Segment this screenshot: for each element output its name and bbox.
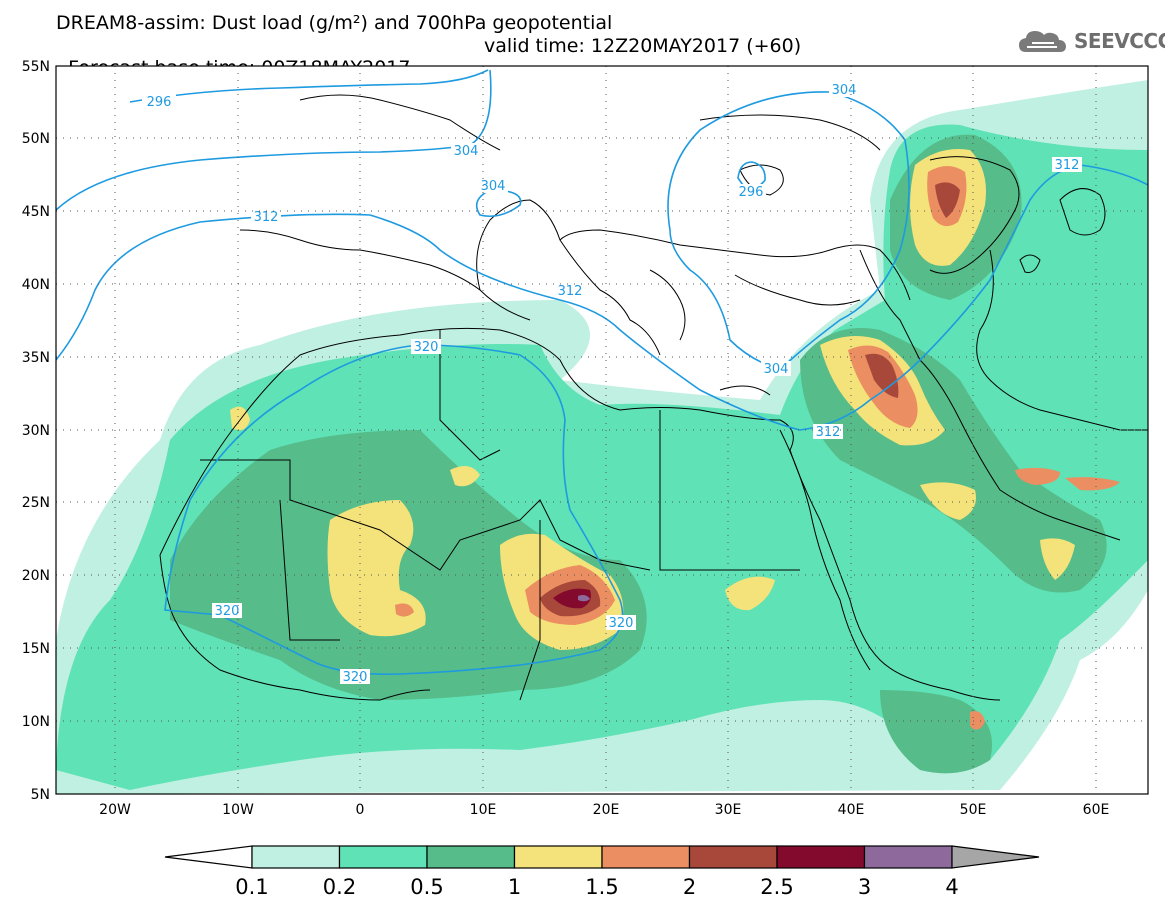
graticule [56, 66, 1148, 794]
latitude-labels: 55N 50N 45N 40N 35N 30N 25N 20N 15N 10N … [22, 59, 50, 803]
lat-label: 40N [22, 277, 50, 293]
lat-label: 50N [22, 131, 50, 147]
contour-label: 312 [254, 210, 279, 225]
legend-label: 0.2 [323, 875, 356, 899]
lon-label: 30E [715, 802, 742, 818]
legend-label: 0.5 [410, 875, 443, 899]
lon-label: 40E [838, 802, 865, 818]
legend-swatch [513, 845, 603, 869]
legend-right-arrow [951, 845, 1040, 869]
seevccc-logo: SEEVCCC [1018, 26, 1165, 56]
contour-label: 320 [215, 604, 240, 619]
contour-label: 304 [832, 83, 857, 98]
legend-swatch [251, 845, 341, 869]
lat-label: 25N [22, 495, 50, 511]
cloud-icon [1019, 31, 1066, 52]
lon-label: 0 [356, 802, 365, 818]
legend-swatch [426, 845, 516, 869]
map-field: 296 304 304 304 296 312 312 312 312 320 … [56, 66, 1148, 794]
lon-label: 20E [593, 802, 620, 818]
lat-label: 35N [22, 350, 50, 366]
legend-label: 2.5 [760, 875, 793, 899]
legend-swatch [863, 845, 953, 869]
lat-label: 5N [31, 787, 50, 803]
legend-swatch [688, 845, 778, 869]
legend-label: 3 [858, 875, 871, 899]
contour-label: 312 [816, 425, 841, 440]
logo-text: SEEVCCC [1074, 29, 1165, 53]
contour-label: 312 [558, 284, 583, 299]
coastlines [159, 94, 1148, 701]
lat-label: 20N [22, 568, 50, 584]
lon-label: 20W [99, 802, 131, 818]
contour-label: 296 [739, 185, 764, 200]
legend-swatch [601, 845, 691, 869]
lon-label: 50E [960, 802, 987, 818]
lon-label: 10W [222, 802, 254, 818]
lon-label: 60E [1083, 802, 1110, 818]
contour-label: 320 [343, 670, 368, 685]
map-title: DREAM8-assim: Dust load (g/m²) and 700hP… [56, 12, 613, 34]
legend-label: 4 [945, 875, 958, 899]
lat-label: 45N [22, 204, 50, 220]
legend-label: 0.1 [235, 875, 268, 899]
contour-label: 320 [414, 340, 439, 355]
lon-label: 10E [470, 802, 497, 818]
legend-swatch [338, 845, 428, 869]
contour-label: 296 [147, 95, 172, 110]
color-legend: 0.1 0.2 0.5 1 1.5 2 2.5 3 4 [164, 845, 1040, 899]
contour-label: 304 [454, 144, 479, 159]
contour-label: 304 [481, 179, 506, 194]
contour-label: 304 [764, 362, 789, 377]
contour-label: 320 [609, 616, 634, 631]
lat-label: 55N [22, 59, 50, 75]
legend-label: 1 [508, 875, 521, 899]
legend-swatch [776, 845, 866, 869]
legend-label: 1.5 [585, 875, 618, 899]
lat-label: 15N [22, 641, 50, 657]
geopotential-contours [56, 69, 1148, 676]
valid-time: valid time: 12Z20MAY2017 (+60) [484, 35, 802, 57]
longitude-labels: 20W 10W 0 10E 20E 30E 40E 50E 60E [99, 802, 1109, 818]
contour-label: 312 [1055, 158, 1080, 173]
legend-left-arrow [164, 845, 253, 869]
map-frame [55, 65, 1149, 795]
legend-label: 2 [683, 875, 696, 899]
lat-label: 30N [22, 423, 50, 439]
contour-labels: 296 304 304 304 296 312 312 312 312 320 … [142, 82, 1082, 685]
lat-label: 10N [22, 714, 50, 730]
